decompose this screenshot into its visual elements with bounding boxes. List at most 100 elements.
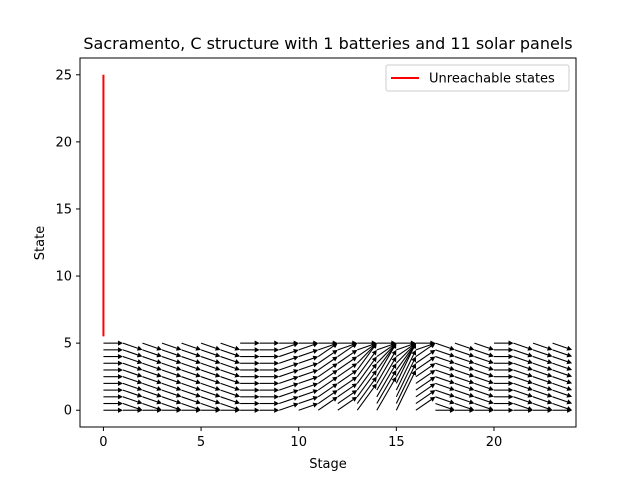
transition-arrow-shaft: [181, 342, 197, 349]
transition-arrow-shaft: [532, 402, 549, 410]
transition-arrow-head: [175, 372, 182, 378]
transition-arrow-head: [234, 392, 241, 398]
transition-arrow-head: [117, 394, 123, 400]
transition-arrow-head: [527, 372, 534, 378]
transition-arrow-shaft: [298, 364, 314, 371]
transition-arrow-head: [527, 359, 534, 365]
transition-arrow-shaft: [122, 376, 138, 383]
transition-arrow-shaft: [298, 344, 314, 351]
transition-arrow-shaft: [279, 344, 295, 351]
transition-arrow-head: [312, 355, 319, 361]
transition-arrow-head: [371, 349, 377, 356]
transition-arrow-shaft: [376, 344, 392, 351]
transition-arrow-shaft: [376, 360, 395, 391]
transition-arrow-shaft: [161, 369, 177, 376]
transition-arrow-head: [488, 372, 494, 378]
transition-arrow-shaft: [122, 369, 138, 376]
transition-arrow-head: [449, 406, 455, 412]
transition-arrow-head: [508, 340, 514, 346]
transition-arrow-shaft: [356, 380, 375, 404]
transition-arrow-shaft: [532, 356, 549, 363]
transition-arrow-head: [215, 392, 221, 398]
transition-arrow-head: [332, 369, 338, 375]
transition-arrow-shaft: [454, 402, 470, 410]
transition-arrow-head: [488, 392, 494, 398]
transition-arrow-shaft: [395, 374, 415, 411]
legend-label-unreachable: Unreachable states: [429, 72, 555, 87]
transition-arrow-head: [215, 386, 221, 391]
transition-arrow-shaft: [415, 352, 432, 364]
transition-arrow-head: [429, 356, 436, 362]
transition-arrow-head: [254, 400, 260, 407]
transition-arrow-shaft: [181, 349, 197, 356]
transition-arrow-head: [293, 369, 299, 375]
transition-arrow-head: [468, 392, 475, 398]
transition-arrow-head: [195, 345, 202, 351]
transition-arrow-head: [156, 379, 163, 385]
transition-arrow-shaft: [454, 342, 470, 349]
transition-arrow-shaft: [337, 399, 354, 411]
transition-arrow-shaft: [181, 402, 197, 410]
transition-arrow-shaft: [317, 399, 334, 411]
transition-arrow-shaft: [142, 342, 158, 349]
transition-arrow-head: [215, 345, 221, 351]
transition-arrow-shaft: [317, 392, 334, 404]
transition-arrow-head: [371, 363, 377, 369]
transition-arrow-head: [468, 359, 475, 365]
transition-arrow-shaft: [454, 369, 470, 376]
transition-arrow-shaft: [435, 382, 451, 389]
transition-arrow-head: [351, 349, 358, 355]
transition-arrow-head: [117, 374, 123, 380]
transition-arrow-shaft: [200, 402, 217, 410]
transition-arrow-head: [332, 383, 338, 389]
transition-arrow-head: [175, 379, 182, 385]
x-tick-label: 0: [99, 435, 107, 450]
transition-arrow-shaft: [298, 377, 314, 384]
transition-arrow-shaft: [200, 382, 217, 389]
transition-arrow-head: [351, 396, 358, 402]
transition-arrow-head: [234, 379, 241, 385]
transition-arrow-shaft: [435, 396, 451, 403]
transition-arrow-shaft: [220, 402, 236, 410]
transition-arrow-shaft: [200, 356, 217, 363]
transition-arrow-shaft: [474, 342, 490, 349]
transition-arrow-shaft: [532, 389, 549, 396]
transition-arrow-shaft: [376, 347, 395, 377]
transition-arrow-head: [274, 387, 280, 393]
transition-arrow-shaft: [161, 342, 177, 349]
transition-arrow-head: [254, 367, 260, 373]
transition-arrow-shaft: [415, 399, 432, 411]
transition-arrow-shaft: [395, 347, 415, 384]
transition-arrow-head: [371, 383, 377, 389]
transition-arrow-head: [175, 386, 182, 391]
transition-arrow-head: [195, 372, 202, 378]
transition-arrow-shaft: [474, 356, 490, 363]
transition-arrow-shaft: [220, 362, 236, 369]
transition-arrow-shaft: [376, 345, 393, 358]
transition-arrow-shaft: [337, 345, 354, 358]
transition-arrow-head: [312, 349, 319, 354]
transition-arrow-head: [156, 359, 163, 365]
transition-arrow-shaft: [513, 362, 529, 369]
transition-arrow-shaft: [356, 353, 375, 378]
transition-arrow-head: [156, 345, 163, 351]
transition-arrow-head: [254, 387, 260, 393]
transition-arrow-shaft: [376, 346, 394, 371]
transition-arrow-shaft: [161, 356, 177, 363]
transition-arrow-shaft: [318, 344, 334, 351]
transition-arrow-head: [468, 345, 475, 351]
transition-arrow-shaft: [454, 382, 470, 389]
transition-arrow-shaft: [513, 342, 529, 349]
transition-arrow-head: [215, 406, 221, 412]
transition-arrow-shaft: [279, 350, 295, 358]
transition-arrow-shaft: [181, 389, 197, 396]
transition-arrow-shaft: [298, 350, 314, 358]
transition-arrow-head: [215, 359, 221, 365]
transition-arrow-shaft: [142, 389, 158, 396]
transition-arrow-head: [254, 353, 260, 360]
transition-arrow-shaft: [200, 396, 217, 403]
transition-arrow-shaft: [395, 360, 415, 398]
transition-arrow-head: [351, 383, 358, 389]
transition-arrow-head: [312, 375, 319, 381]
transition-arrow-head: [391, 363, 397, 369]
